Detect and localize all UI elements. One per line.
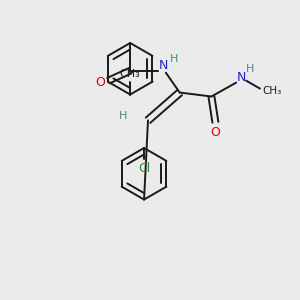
Text: H: H (246, 64, 254, 74)
Text: H: H (169, 54, 178, 64)
Text: CH₃: CH₃ (262, 85, 281, 96)
Text: Cl: Cl (138, 162, 150, 175)
Text: N: N (159, 59, 169, 72)
Text: N: N (236, 71, 246, 84)
Text: O: O (95, 76, 105, 89)
Text: H: H (119, 111, 128, 121)
Text: CH₃: CH₃ (120, 69, 141, 79)
Text: O: O (211, 126, 220, 139)
